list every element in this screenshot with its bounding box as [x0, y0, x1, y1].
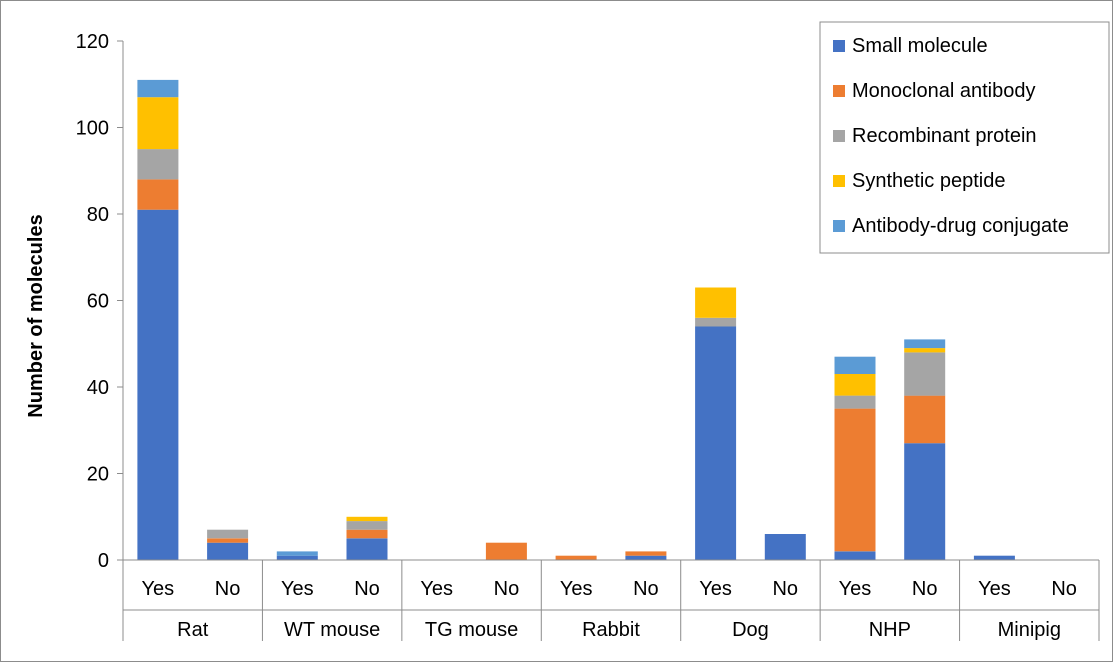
- y-tick-label: 0: [98, 550, 109, 572]
- legend-items: Small molecule Monoclonal antibody Recombi…: [833, 35, 1069, 237]
- bar-nhp-yes-recombinant-protein: [834, 395, 876, 409]
- axes-layer: 0 20 40 60 80 100 120 Yes No Yes No Yes No Yes No Yes No…: [76, 31, 1100, 641]
- bar-tg-mouse-no-monoclonal-antibody: [485, 542, 527, 560]
- legend-swatch-recombinant-protein: [833, 130, 845, 142]
- legend-swatch-antibody-drug-conjugate: [833, 220, 845, 232]
- x-tick-label: No: [1051, 578, 1077, 600]
- bar-nhp-no-recombinant-protein: [904, 352, 946, 396]
- bar-nhp-yes-antibody-drug-conjugate: [834, 356, 876, 374]
- bar-wt-mouse-no-monoclonal-antibody: [346, 529, 388, 539]
- legend-label-synthetic-peptide: Synthetic peptide: [852, 170, 1005, 192]
- x-tick-label: No: [494, 578, 520, 600]
- x-tick-label: No: [215, 578, 241, 600]
- x-tick-label: No: [912, 578, 938, 600]
- bar-dog-yes-synthetic-peptide: [695, 287, 737, 318]
- legend-label-monoclonal-antibody: Monoclonal antibody: [852, 80, 1035, 102]
- y-tick-label: 120: [76, 31, 109, 53]
- x-tick-label: Yes: [699, 578, 732, 600]
- x-tick-label: Yes: [420, 578, 453, 600]
- legend-swatch-small-molecule: [833, 40, 845, 52]
- x-tick-label: Yes: [978, 578, 1011, 600]
- x-group-label: TG mouse: [425, 619, 518, 641]
- bar-rat-yes-recombinant-protein: [137, 149, 179, 180]
- bar-rat-no-recombinant-protein: [207, 529, 249, 539]
- x-group-label: Dog: [732, 619, 769, 641]
- legend: Small molecule Monoclonal antibody Recombi…: [819, 21, 1110, 254]
- bar-dog-yes-recombinant-protein: [695, 317, 737, 327]
- bar-rat-yes-small-molecule: [137, 209, 179, 560]
- bar-rabbit-yes-monoclonal-antibody: [555, 555, 597, 560]
- x-tick-label: Yes: [839, 578, 872, 600]
- bar-rat-no-small-molecule: [207, 542, 249, 560]
- x-tick-label: Yes: [281, 578, 314, 600]
- bar-nhp-yes-synthetic-peptide: [834, 374, 876, 396]
- y-tick-label: 80: [87, 204, 109, 226]
- bar-rat-yes-synthetic-peptide: [137, 97, 179, 150]
- x-tick-label: Yes: [142, 578, 175, 600]
- bar-nhp-yes-small-molecule: [834, 551, 876, 560]
- x-group-label: Rabbit: [582, 619, 640, 641]
- bar-nhp-no-antibody-drug-conjugate: [904, 339, 946, 349]
- bar-wt-mouse-no-synthetic-peptide: [346, 516, 388, 522]
- bar-rat-no-monoclonal-antibody: [207, 538, 249, 543]
- bar-wt-mouse-yes-small-molecule: [276, 555, 318, 560]
- bar-nhp-no-small-molecule: [904, 443, 946, 560]
- bar-nhp-no-synthetic-peptide: [904, 348, 946, 353]
- bar-dog-yes-small-molecule: [695, 326, 737, 560]
- x-group-label: Minipig: [998, 619, 1061, 641]
- y-tick-label: 40: [87, 377, 109, 399]
- x-tick-label: Yes: [560, 578, 593, 600]
- bar-rat-yes-monoclonal-antibody: [137, 179, 179, 210]
- legend-swatch-monoclonal-antibody: [833, 85, 845, 97]
- bar-rat-yes-antibody-drug-conjugate: [137, 79, 179, 98]
- bar-rabbit-no-small-molecule: [625, 555, 667, 560]
- bar-dog-no-small-molecule: [764, 534, 806, 560]
- x-tick-label: No: [354, 578, 380, 600]
- legend-swatch-synthetic-peptide: [833, 175, 845, 187]
- bar-nhp-yes-monoclonal-antibody: [834, 408, 876, 552]
- bar-wt-mouse-no-small-molecule: [346, 538, 388, 560]
- x-tick-label: No: [633, 578, 659, 600]
- y-tick-label: 100: [76, 118, 109, 140]
- y-tick-label: 20: [87, 464, 109, 486]
- bar-wt-mouse-yes-antibody-drug-conjugate: [276, 551, 318, 556]
- legend-label-recombinant-protein: Recombinant protein: [852, 125, 1037, 147]
- bar-wt-mouse-no-recombinant-protein: [346, 521, 388, 530]
- x-group-label: WT mouse: [284, 619, 380, 641]
- legend-label-antibody-drug-conjugate: Antibody-drug conjugate: [852, 215, 1069, 237]
- x-tick-label: No: [772, 578, 798, 600]
- bars-layer: [137, 79, 1015, 560]
- bar-minipig-yes-small-molecule: [973, 555, 1015, 560]
- bar-rabbit-no-monoclonal-antibody: [625, 551, 667, 556]
- y-axis-title: Number of molecules: [25, 214, 47, 417]
- bar-nhp-no-monoclonal-antibody: [904, 395, 946, 444]
- x-group-label: NHP: [869, 619, 911, 641]
- y-tick-label: 60: [87, 291, 109, 313]
- legend-box: [819, 21, 1110, 254]
- x-group-label: Rat: [177, 619, 209, 641]
- legend-label-small-molecule: Small molecule: [852, 35, 988, 57]
